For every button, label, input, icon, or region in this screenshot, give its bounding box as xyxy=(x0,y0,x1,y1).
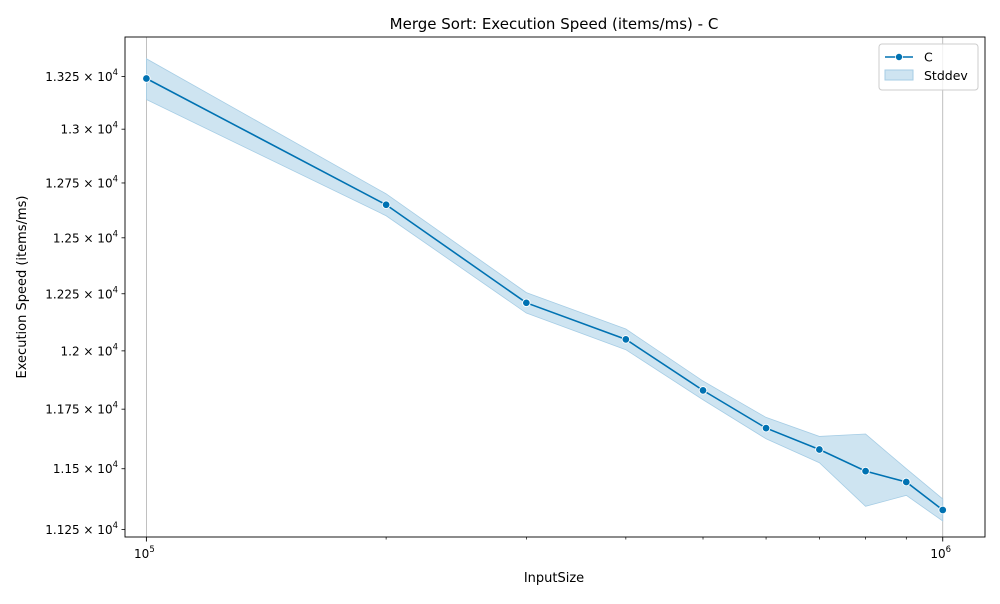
data-point xyxy=(621,335,631,344)
y-tick-label: 1.275 × 104 xyxy=(45,174,118,190)
data-point xyxy=(761,423,771,433)
data-point xyxy=(902,477,911,487)
chart-title: Merge Sort: Execution Speed (items/ms) -… xyxy=(390,15,719,33)
legend-band-swatch xyxy=(884,69,914,81)
x-axis-ticks: 105 106 xyxy=(134,537,951,561)
data-point xyxy=(142,74,151,83)
y-tick-label: 1.175 × 104 xyxy=(45,401,118,417)
data-points-layer xyxy=(142,74,947,515)
data-point xyxy=(522,298,531,308)
stddev-band xyxy=(146,58,944,522)
x-tick-label: 105 xyxy=(134,545,155,561)
data-point xyxy=(861,466,870,476)
y-tick-label: 1.325 × 104 xyxy=(45,68,118,84)
legend-marker-swatch xyxy=(895,53,904,62)
legend-label-stddev: Stddev xyxy=(924,68,968,83)
y-tick-label: 1.125 × 104 xyxy=(45,521,118,537)
y-tick-label: 1.25 × 104 xyxy=(53,229,118,245)
y-tick-label: 1.3 × 104 xyxy=(61,121,118,137)
data-point xyxy=(815,445,824,454)
plot-area-border xyxy=(124,36,986,538)
data-point xyxy=(381,200,391,210)
x-axis-label: InputSize xyxy=(524,571,584,586)
y-tick-label: 1.225 × 104 xyxy=(45,285,118,301)
y-axis-ticks: 1.125 × 104 1.15 × 104 1.175 × 104 1.2 × 10… xyxy=(45,68,125,537)
y-axis-label: Execution Speed (items/ms) xyxy=(15,196,30,379)
x-tick-label: 106 xyxy=(930,545,951,561)
data-point xyxy=(698,386,708,395)
stddev-band-layer xyxy=(146,58,944,522)
y-tick-label: 1.15 × 104 xyxy=(53,460,118,476)
y-tick-label: 1.2 × 104 xyxy=(61,342,118,358)
plot-frame xyxy=(124,36,986,538)
grid-lines xyxy=(145,37,944,537)
legend-label-c: C xyxy=(924,50,933,65)
legend: C Stddev xyxy=(878,43,979,91)
series-line-c xyxy=(146,77,944,511)
series-line-layer xyxy=(146,77,944,511)
data-point xyxy=(938,505,947,515)
